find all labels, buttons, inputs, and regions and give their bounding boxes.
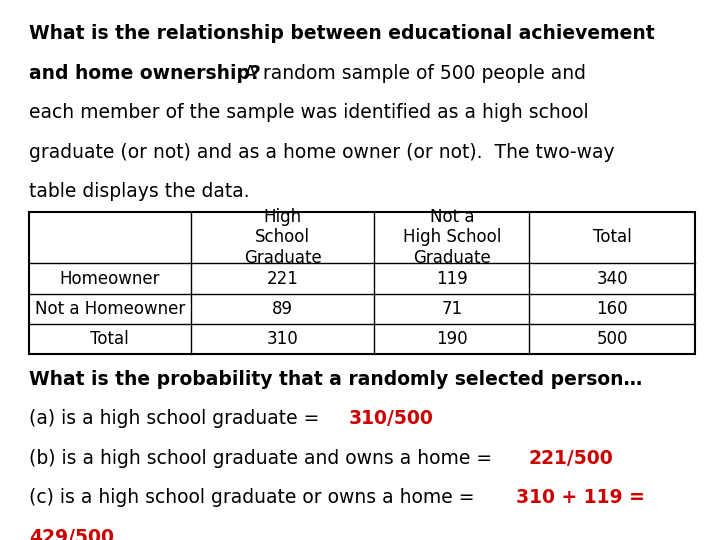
Text: Total: Total	[91, 330, 129, 348]
Text: 310: 310	[266, 330, 299, 348]
Text: 429/500: 429/500	[29, 528, 114, 540]
Text: High
School
Graduate: High School Graduate	[244, 207, 321, 267]
Text: 340: 340	[596, 269, 628, 288]
Text: 221/500: 221/500	[528, 449, 613, 468]
Text: table displays the data.: table displays the data.	[29, 182, 249, 201]
Text: 89: 89	[272, 300, 293, 318]
Text: What is the relationship between educational achievement: What is the relationship between educati…	[29, 24, 654, 43]
Text: 221: 221	[266, 269, 299, 288]
Text: (b) is a high school graduate and owns a home =: (b) is a high school graduate and owns a…	[29, 449, 498, 468]
Text: (c) is a high school graduate or owns a home =: (c) is a high school graduate or owns a …	[29, 488, 480, 507]
Text: 119: 119	[436, 269, 468, 288]
Text: graduate (or not) and as a home owner (or not).  The two-way: graduate (or not) and as a home owner (o…	[29, 143, 614, 161]
Text: Not a
High School
Graduate: Not a High School Graduate	[402, 207, 501, 267]
Text: 500: 500	[596, 330, 628, 348]
Text: 190: 190	[436, 330, 467, 348]
Text: Homeowner: Homeowner	[60, 269, 160, 288]
Text: each member of the sample was identified as a high school: each member of the sample was identified…	[29, 103, 588, 122]
Text: Not a Homeowner: Not a Homeowner	[35, 300, 185, 318]
Text: A random sample of 500 people and: A random sample of 500 people and	[232, 64, 586, 83]
Text: (a) is a high school graduate =: (a) is a high school graduate =	[29, 409, 325, 428]
Text: 310 + 119 =: 310 + 119 =	[516, 488, 644, 507]
Text: 310/500: 310/500	[348, 409, 433, 428]
Text: and home ownership?: and home ownership?	[29, 64, 261, 83]
Text: Total: Total	[593, 228, 631, 246]
Text: 160: 160	[596, 300, 628, 318]
Text: What is the probability that a randomly selected person…: What is the probability that a randomly …	[29, 370, 642, 389]
Text: 71: 71	[441, 300, 462, 318]
